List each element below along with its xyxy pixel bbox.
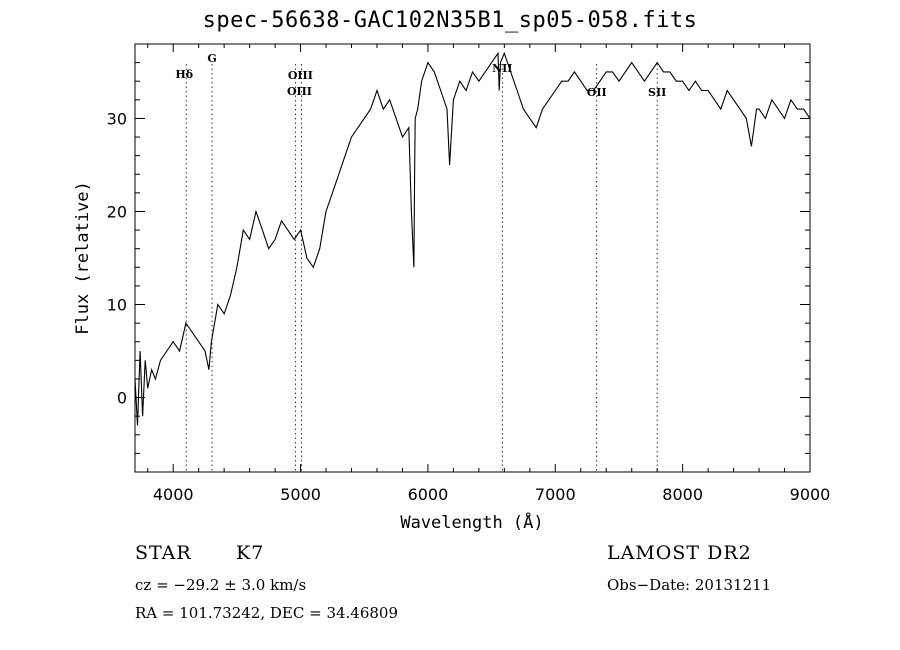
spectrum-line xyxy=(134,51,811,426)
emission-line-markers xyxy=(185,64,658,472)
object-subclass: K7 xyxy=(236,542,265,564)
coordinates-readout: RA = 101.73242, DEC = 34.46809 xyxy=(135,604,399,622)
line-label: OIII xyxy=(288,69,313,82)
y-tick-label: 20 xyxy=(107,202,127,221)
x-axis-ticks: 4000 5000 6000 7000 8000 9000 xyxy=(147,44,831,504)
redshift-readout: cz = −29.2 ± 3.0 km/s xyxy=(135,576,307,594)
line-label: Hδ xyxy=(175,68,193,81)
y-tick-label: 30 xyxy=(107,109,127,128)
x-tick-label: 6000 xyxy=(408,485,449,504)
object-class: STAR xyxy=(135,542,192,564)
y-axis-label: Flux (relative) xyxy=(73,181,93,335)
line-label: OII xyxy=(587,86,607,99)
line-labels: Hδ G OIII OIII NII OII SII xyxy=(175,52,666,99)
y-tick-label: 0 xyxy=(117,389,127,408)
x-tick-label: 4000 xyxy=(153,485,194,504)
line-label: SII xyxy=(648,86,666,99)
line-label: G xyxy=(207,52,216,65)
x-tick-label: 7000 xyxy=(535,485,576,504)
y-axis-ticks: 0 10 20 30 xyxy=(107,43,810,454)
observation-date: Obs−Date: 20131211 xyxy=(607,576,772,594)
x-tick-label: 8000 xyxy=(662,485,703,504)
chart-title: spec-56638-GAC102N35B1_sp05-058.fits xyxy=(202,8,698,33)
line-label: NII xyxy=(492,62,512,75)
x-tick-label: 5000 xyxy=(280,485,321,504)
survey-name: LAMOST DR2 xyxy=(607,542,752,564)
plot-frame xyxy=(134,43,811,473)
x-tick-label: 9000 xyxy=(790,485,831,504)
y-tick-label: 10 xyxy=(107,296,127,315)
line-label: OIII xyxy=(287,85,312,98)
x-axis-label: Wavelength (Å) xyxy=(400,511,543,533)
